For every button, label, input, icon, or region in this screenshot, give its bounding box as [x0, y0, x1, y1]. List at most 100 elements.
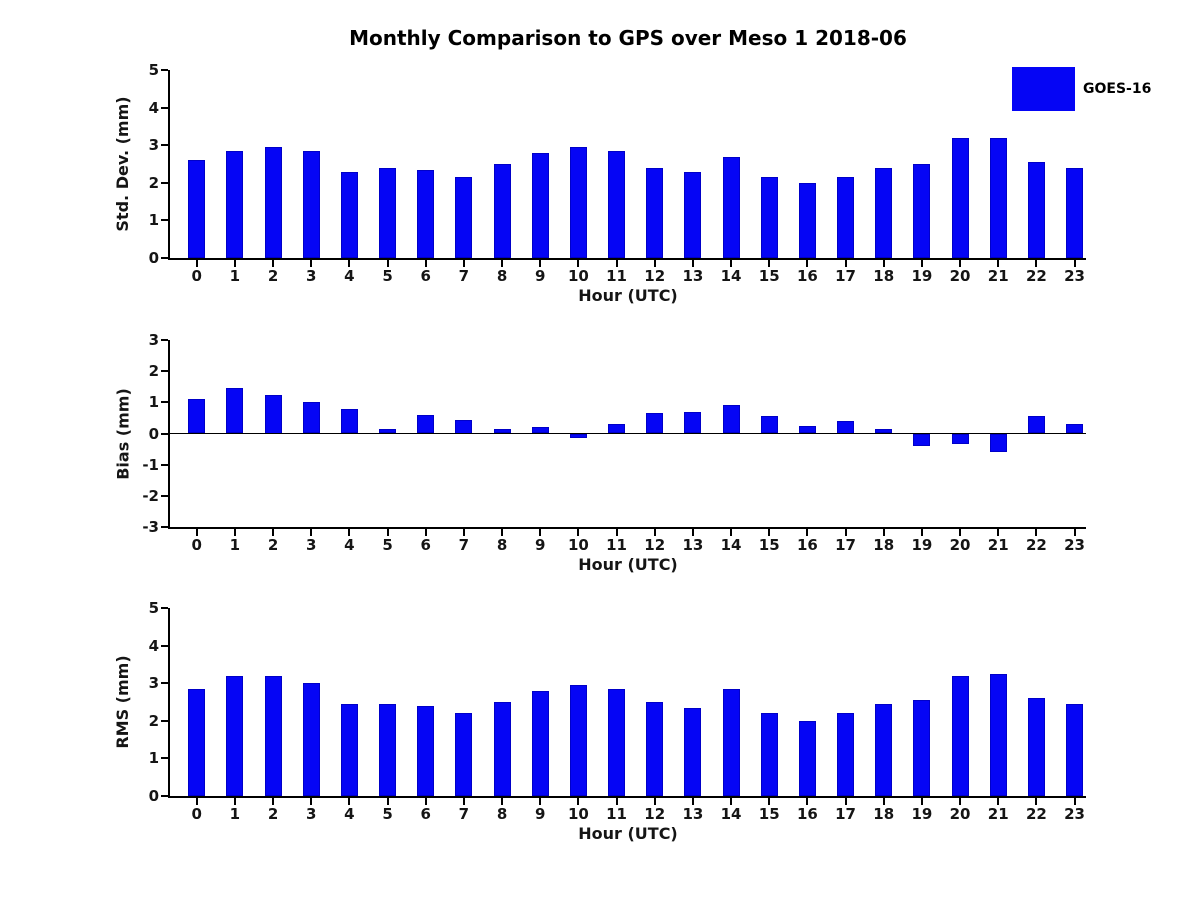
- x-tick-label: 12: [644, 267, 666, 285]
- x-tick-label: 8: [496, 805, 508, 823]
- bar-hour-4: [340, 408, 358, 434]
- bar-hour-23: [1066, 167, 1083, 258]
- x-tick-label: 16: [796, 536, 818, 554]
- x-tick-label: 17: [835, 536, 856, 554]
- bar-hour-13: [684, 707, 702, 796]
- y-tick-label: 0: [148, 249, 159, 267]
- x-tick: [997, 529, 1000, 536]
- x-tick-label: 10: [567, 536, 589, 554]
- x-tick: [424, 260, 427, 267]
- x-tick: [348, 798, 351, 805]
- bar-hour-6: [417, 169, 435, 258]
- y-tick: [161, 795, 168, 797]
- x-tick: [386, 798, 389, 805]
- bar-hour-14: [722, 156, 740, 258]
- y-tick: [161, 682, 168, 685]
- y-tick: [161, 432, 168, 435]
- bar-hour-0: [188, 160, 206, 258]
- x-tick-label: 9: [534, 267, 546, 285]
- x-tick-label: 15: [758, 805, 780, 823]
- x-tick: [539, 260, 542, 267]
- x-tick-label: 3: [305, 267, 317, 285]
- x-tick: [691, 798, 694, 805]
- bar-hour-9: [531, 690, 549, 796]
- bar-hour-16: [798, 720, 816, 796]
- x-tick: [577, 529, 580, 536]
- x-tick-label: 13: [682, 536, 704, 554]
- y-tick-label: -3: [142, 518, 159, 536]
- x-tick: [997, 798, 1000, 805]
- x-tick-label: 16: [796, 805, 818, 823]
- x-tick-label: 12: [644, 805, 666, 823]
- x-tick: [386, 529, 389, 536]
- x-axis-label: Hour (UTC): [578, 555, 678, 574]
- y-tick: [161, 757, 168, 760]
- x-tick: [1073, 798, 1076, 805]
- x-tick: [768, 260, 771, 267]
- y-tick: [161, 106, 168, 109]
- x-tick-label: 21: [987, 267, 1009, 285]
- x-tick: [653, 798, 656, 805]
- x-tick-label: 1: [229, 536, 241, 554]
- x-tick-label: 4: [344, 536, 355, 554]
- bar-hour-2: [264, 394, 282, 434]
- bar-hour-7: [455, 177, 473, 258]
- y-axis-spine: [168, 608, 170, 798]
- x-tick: [768, 529, 771, 536]
- x-tick-label: 18: [873, 805, 895, 823]
- bar-hour-13: [684, 411, 702, 434]
- x-tick: [1035, 529, 1038, 536]
- x-tick: [195, 260, 198, 267]
- zero-line: [170, 432, 1086, 434]
- x-tick: [577, 798, 580, 805]
- x-tick-label: 10: [567, 805, 589, 823]
- x-tick: [462, 260, 465, 267]
- bar-hour-12: [646, 702, 664, 796]
- bar-hour-9: [531, 152, 549, 258]
- x-tick: [1073, 260, 1076, 267]
- x-tick-label: 14: [720, 805, 742, 823]
- x-tick: [233, 798, 236, 805]
- bar-hour-8: [493, 702, 511, 796]
- x-tick: [501, 798, 504, 805]
- x-tick: [730, 260, 733, 267]
- x-tick-label: 3: [305, 536, 317, 554]
- x-tick-label: 17: [835, 805, 856, 823]
- y-tick: [161, 644, 168, 647]
- x-tick: [233, 260, 236, 267]
- bar-hour-20: [951, 675, 969, 796]
- x-tick-label: 19: [911, 805, 933, 823]
- bar-hour-23: [1066, 703, 1083, 796]
- x-tick-label: 0: [191, 536, 202, 554]
- x-tick-label: 19: [911, 267, 933, 285]
- x-tick: [577, 260, 580, 267]
- x-tick: [959, 529, 962, 536]
- x-tick: [691, 260, 694, 267]
- bar-hour-21: [989, 433, 1007, 453]
- x-tick-label: 3: [305, 805, 317, 823]
- y-axis-spine: [168, 70, 170, 260]
- x-axis-label: Hour (UTC): [578, 824, 678, 843]
- x-tick: [272, 529, 275, 536]
- x-tick: [539, 798, 542, 805]
- bar-hour-15: [760, 416, 778, 434]
- bar-hour-19: [913, 433, 931, 446]
- x-tick-label: 5: [382, 267, 393, 285]
- bar-hour-1: [226, 150, 244, 258]
- bar-hour-21: [989, 673, 1007, 796]
- x-axis-spine: [168, 796, 1086, 798]
- x-tick: [806, 798, 809, 805]
- x-tick: [233, 529, 236, 536]
- bar-hour-4: [340, 171, 358, 258]
- x-tick-label: 17: [835, 267, 856, 285]
- x-tick: [1035, 260, 1038, 267]
- bar-hour-3: [302, 683, 320, 796]
- bar-hour-22: [1027, 416, 1045, 434]
- y-axis-label: Bias (mm): [113, 387, 132, 480]
- x-tick: [462, 529, 465, 536]
- x-tick: [462, 798, 465, 805]
- x-tick-label: 7: [458, 805, 470, 823]
- y-tick: [161, 69, 168, 71]
- bar-hour-10: [569, 685, 587, 796]
- bar-hour-11: [608, 150, 625, 258]
